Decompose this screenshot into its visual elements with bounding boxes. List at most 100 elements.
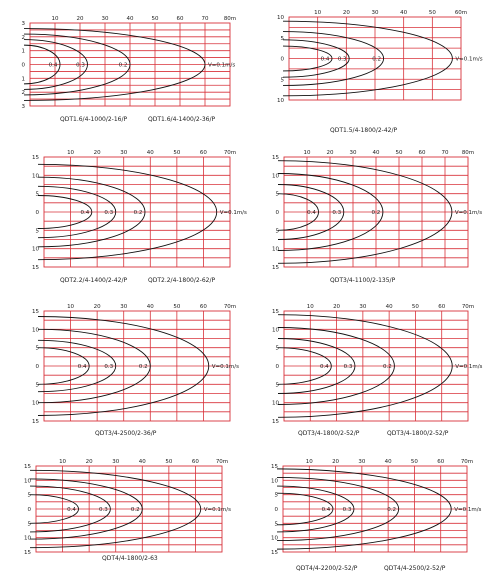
series-curve-2 (37, 185, 117, 239)
x-tick-label: 30 (102, 16, 109, 22)
series-curve-2 (276, 485, 355, 533)
x-tick-label: 80m (462, 150, 474, 156)
y-tick-label: 5 (36, 228, 40, 234)
panel-caption: QDT2.2/4-1800/2-62/P (148, 277, 215, 284)
y-tick-label: 5 (36, 382, 40, 388)
y-tick-label: 15 (32, 155, 39, 161)
y-tick-label: 15 (272, 309, 279, 315)
y-tick-label: 5 (276, 346, 280, 352)
x-tick-label: 30 (350, 150, 357, 156)
series-label: 0.2 (131, 507, 140, 513)
x-tick-label: 50 (411, 459, 418, 465)
y-tick-label: 0 (36, 210, 40, 216)
y-tick-label: 15 (272, 155, 279, 161)
grid (284, 311, 468, 421)
y-tick-label: 10 (277, 98, 284, 104)
plot-frame (288, 16, 462, 101)
x-tick-label: 60m (455, 10, 467, 16)
series-curve-2 (277, 338, 356, 394)
series-curve-2 (29, 485, 111, 533)
x-tick-label: 20 (333, 304, 340, 310)
x-tick-label: 50 (165, 459, 172, 465)
x-tick-label: 30 (120, 150, 127, 156)
y-tick-label: 2 (22, 35, 26, 41)
plot-frame (35, 465, 223, 553)
y-tick-label: 10 (271, 536, 278, 542)
series-label: 0.4 (80, 210, 89, 216)
x-tick-label: 10 (307, 304, 314, 310)
series-label: V=0.1m/s (455, 210, 482, 216)
series-label: 0.4 (78, 364, 87, 370)
x-tick-label: 80m (224, 16, 236, 22)
series-curve-1 (29, 494, 79, 524)
y-tick-label: 5 (36, 192, 40, 198)
x-tick-label: 40 (400, 10, 407, 16)
grid (44, 311, 230, 421)
x-tick-label: 10 (59, 459, 66, 465)
series-curve-3 (276, 477, 400, 541)
y-tick-label: 15 (32, 265, 39, 271)
x-tick-label: 30 (120, 304, 127, 310)
series-label: 0.4 (49, 63, 58, 69)
x-tick-label: 20 (343, 10, 350, 16)
x-tick-label: 50 (173, 150, 180, 156)
x-tick-label: 50 (173, 304, 180, 310)
x-tick-label: 50 (152, 16, 159, 22)
panel-caption: QDT3/4-1800/2-52/P (298, 430, 360, 437)
x-tick-label: 30 (358, 459, 365, 465)
plot-frame (29, 22, 231, 107)
series-curve-4 (282, 20, 453, 97)
series-label: 0.3 (332, 210, 341, 216)
x-tick-label: 60 (419, 150, 426, 156)
y-tick-label: 15 (32, 309, 39, 315)
series-label: 0.3 (344, 364, 353, 370)
x-tick-label: 70 (202, 16, 209, 22)
series-curve-1 (277, 347, 332, 385)
y-tick-label: 5 (276, 382, 280, 388)
plot-frame (283, 310, 469, 422)
x-tick-label: 10 (67, 150, 74, 156)
x-tick-label: 10 (67, 304, 74, 310)
x-tick-label: 40 (373, 150, 380, 156)
series-label: 0.2 (139, 364, 148, 370)
y-tick-label: 10 (32, 401, 39, 407)
y-tick-label: 15 (32, 419, 39, 425)
y-tick-label: 10 (272, 327, 279, 333)
plot-frame (283, 156, 469, 268)
y-tick-label: 10 (272, 173, 279, 179)
series-label: V=0.1m/s (208, 63, 235, 69)
y-tick-label: 0 (276, 210, 280, 216)
x-tick-label: 40 (147, 304, 154, 310)
series-label: 0.3 (104, 364, 113, 370)
series-label: V=0.1m/s (454, 507, 481, 513)
x-tick-label: 60 (200, 304, 207, 310)
panel-caption: QDT3/4-1100/2-135/P (330, 277, 396, 284)
y-tick-label: 2 (22, 90, 26, 96)
y-tick-label: 10 (272, 247, 279, 253)
grid (36, 466, 222, 552)
x-tick-label: 20 (94, 304, 101, 310)
y-tick-label: 10 (32, 173, 39, 179)
series-label: 0.3 (104, 210, 113, 216)
y-tick-label: 5 (28, 493, 32, 499)
x-tick-label: 10 (52, 16, 59, 22)
series-curve-4 (37, 316, 210, 416)
x-tick-label: 40 (139, 459, 146, 465)
y-tick-label: 0 (28, 507, 32, 513)
y-tick-label: 5 (276, 192, 280, 198)
x-tick-label: 50 (396, 150, 403, 156)
series-curve-2 (282, 39, 350, 78)
series-label: 0.2 (387, 507, 396, 513)
series-curve-3 (23, 33, 131, 96)
series-label: 0.2 (383, 364, 392, 370)
x-tick-label: 60 (438, 304, 445, 310)
series-label: V=0.1m/s (455, 57, 482, 63)
x-tick-label: 70 (442, 150, 449, 156)
y-tick-label: 3 (22, 21, 26, 27)
series-label: 0.4 (320, 364, 329, 370)
y-tick-label: 0 (22, 63, 26, 69)
y-tick-label: 10 (272, 401, 279, 407)
